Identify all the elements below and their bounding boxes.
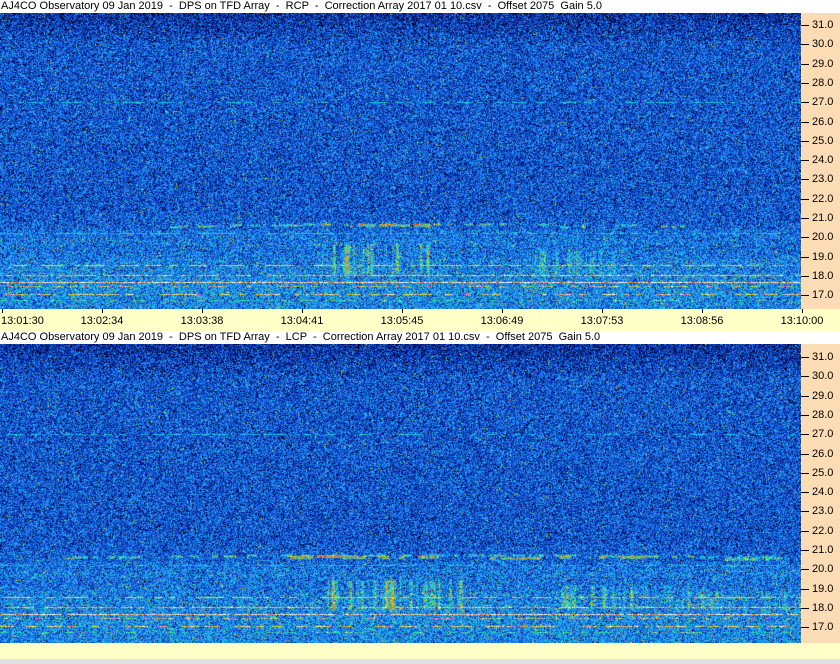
panel-title-lcp: AJ4CO Observatory 09 Jan 2019 - DPS on T… — [0, 331, 840, 344]
time-tick — [602, 309, 603, 313]
freq-tick — [801, 569, 809, 570]
freq-tick — [801, 179, 809, 180]
freq-tick-label: 31.0 — [812, 19, 834, 31]
freq-tick — [801, 44, 809, 45]
freq-tick-label: 29.0 — [812, 58, 834, 70]
freq-tick-label: 30.0 — [812, 38, 834, 50]
freq-tick-label: 23.0 — [812, 505, 834, 517]
freq-tick-label: 20.0 — [812, 231, 834, 243]
frequency-axis-rcp: 31.0 30.0 29.0 28.0 27.0 26.0 25.0 24.0 23.0 22.0… — [801, 13, 840, 309]
freq-tick — [801, 511, 809, 512]
time-tick-label: 13:04:41 — [280, 315, 324, 327]
freq-tick-label: 23.0 — [812, 173, 834, 185]
freq-tick-label: 30.0 — [812, 370, 834, 382]
panel-title-rcp: AJ4CO Observatory 09 Jan 2019 - DPS on T… — [0, 0, 840, 13]
freq-tick — [801, 589, 809, 590]
time-tick-label: 13:05:45 — [380, 315, 424, 327]
freq-tick — [801, 434, 809, 435]
time-tick-label: 13:01:30 — [1, 315, 44, 327]
freq-tick — [801, 376, 809, 377]
freq-tick-label: 25.0 — [812, 467, 834, 479]
freq-tick-label: 28.0 — [812, 77, 834, 89]
freq-tick — [801, 357, 809, 358]
freq-tick-label: 22.0 — [812, 525, 834, 537]
freq-tick — [801, 531, 809, 532]
freq-tick — [801, 492, 809, 493]
freq-tick-label: 25.0 — [812, 135, 834, 147]
freq-tick — [801, 218, 809, 219]
freq-tick-label: 19.0 — [812, 583, 834, 595]
time-tick — [2, 309, 3, 313]
freq-tick-label: 17.0 — [812, 621, 834, 633]
freq-tick-label: 18.0 — [812, 602, 834, 614]
plot-area-rcp: 31.0 30.0 29.0 28.0 27.0 26.0 25.0 24.0 23.0 22.0… — [0, 13, 840, 309]
freq-tick-label: 20.0 — [812, 563, 834, 575]
freq-tick — [801, 295, 809, 296]
freq-tick-label: 29.0 — [812, 390, 834, 402]
time-axis: 13:01:30 13:02:34 13:03:38 13:04:41 13:05:45… — [0, 309, 840, 331]
window-bottom-edge — [0, 659, 840, 664]
frequency-axis-lcp: 31.0 30.0 29.0 28.0 27.0 26.0 25.0 24.0 23.0 22.0… — [801, 344, 840, 643]
freq-tick-label: 24.0 — [812, 154, 834, 166]
time-tick — [402, 309, 403, 313]
spectrogram-rcp[interactable] — [0, 13, 801, 309]
freq-tick-label: 24.0 — [812, 486, 834, 498]
freq-tick — [801, 627, 809, 628]
time-tick-label: 13:02:34 — [80, 315, 124, 327]
freq-tick — [801, 102, 809, 103]
time-axis-bottom — [0, 643, 840, 659]
freq-tick-label: 17.0 — [812, 289, 834, 301]
freq-tick-label: 31.0 — [812, 351, 834, 363]
freq-tick-label: 19.0 — [812, 251, 834, 263]
freq-tick — [801, 257, 809, 258]
time-tick — [802, 309, 803, 313]
freq-tick-label: 26.0 — [812, 116, 834, 128]
freq-tick — [801, 396, 809, 397]
freq-tick — [801, 550, 809, 551]
freq-tick — [801, 473, 809, 474]
time-tick — [502, 309, 503, 313]
panel-rcp: AJ4CO Observatory 09 Jan 2019 - DPS on T… — [0, 0, 840, 331]
freq-tick — [801, 122, 809, 123]
time-tick — [702, 309, 703, 313]
freq-tick-label: 26.0 — [812, 448, 834, 460]
freq-tick-label: 21.0 — [812, 212, 834, 224]
freq-tick — [801, 415, 809, 416]
time-tick-label: 13:07:53 — [580, 315, 624, 327]
time-tick-label: 13:03:38 — [180, 315, 224, 327]
freq-tick-label: 18.0 — [812, 270, 834, 282]
time-tick — [102, 309, 103, 313]
freq-tick-label: 22.0 — [812, 193, 834, 205]
spectrogram-lcp[interactable] — [0, 344, 801, 643]
freq-tick-label: 27.0 — [812, 428, 834, 440]
time-tick — [202, 309, 203, 313]
freq-tick — [801, 199, 809, 200]
freq-tick — [801, 25, 809, 26]
plot-area-lcp: 31.0 30.0 29.0 28.0 27.0 26.0 25.0 24.0 23.0 22.0… — [0, 344, 840, 643]
freq-tick — [801, 160, 809, 161]
time-tick — [302, 309, 303, 313]
panel-lcp: AJ4CO Observatory 09 Jan 2019 - DPS on T… — [0, 331, 840, 643]
freq-tick — [801, 64, 809, 65]
freq-tick — [801, 141, 809, 142]
time-tick-label: 13:06:49 — [480, 315, 524, 327]
time-tick-label: 13:08:56 — [680, 315, 724, 327]
freq-tick — [801, 608, 809, 609]
freq-tick-label: 21.0 — [812, 544, 834, 556]
freq-tick — [801, 276, 809, 277]
time-tick-label: 13:10:00 — [780, 315, 824, 327]
freq-tick — [801, 237, 809, 238]
freq-tick — [801, 454, 809, 455]
freq-tick-label: 28.0 — [812, 409, 834, 421]
freq-tick — [801, 83, 809, 84]
freq-tick-label: 27.0 — [812, 96, 834, 108]
